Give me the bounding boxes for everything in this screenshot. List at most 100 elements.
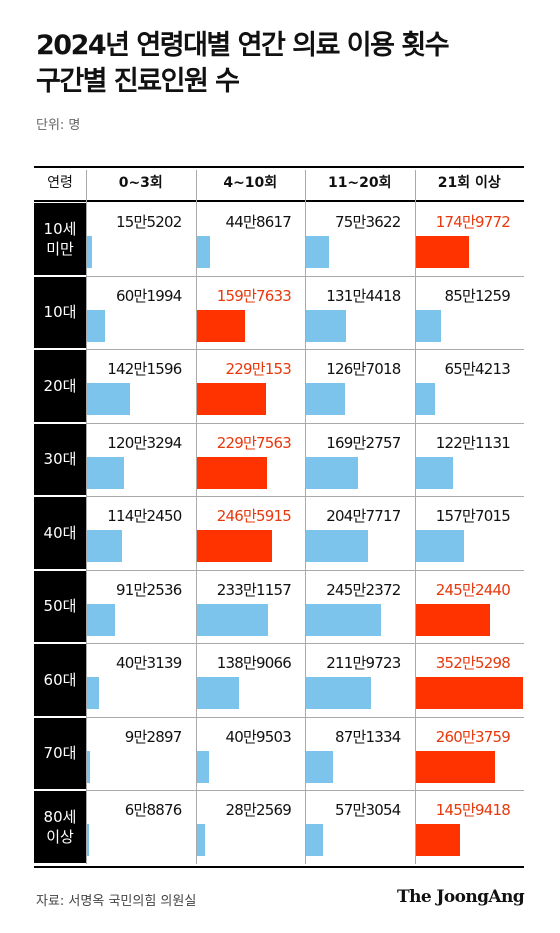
- value-bar: [196, 530, 272, 562]
- cell-value: 28만2569: [225, 801, 292, 819]
- cell-value: 174만9772: [435, 213, 511, 231]
- value-bar: [415, 677, 523, 709]
- cell-value: 229만153: [225, 360, 292, 378]
- column-divider: [414, 170, 416, 864]
- value-bar: [196, 383, 267, 415]
- value-bar: [196, 236, 211, 268]
- age-label: 80세 이상: [34, 791, 86, 863]
- cell-value: 352만5298: [435, 654, 511, 672]
- cell-value: 15만5202: [116, 213, 182, 231]
- publisher-logo: The JoongAng: [397, 887, 525, 907]
- value-bar: [196, 309, 246, 342]
- value-bar: [87, 750, 90, 783]
- row-divider: [86, 422, 524, 424]
- value-bar: [196, 603, 268, 636]
- age-label: 40대: [34, 497, 86, 569]
- value-bar: [415, 383, 436, 415]
- value-bar: [87, 677, 100, 709]
- value-bar: [306, 309, 347, 342]
- row-divider: [86, 496, 524, 497]
- value-bar: [87, 456, 124, 489]
- cell-value: 57만3054: [335, 801, 401, 819]
- value-bar: [306, 824, 324, 856]
- top-rule: [34, 166, 524, 168]
- value-bar: [196, 824, 206, 856]
- value-bar: [196, 677, 239, 709]
- row-divider: [86, 716, 524, 718]
- value-bar: [87, 603, 115, 636]
- cell-value: 159만7633: [216, 286, 292, 305]
- cell-value: 85만1259: [444, 286, 511, 305]
- value-bar: [87, 824, 90, 856]
- value-bar: [306, 677, 371, 709]
- row-divider: [86, 275, 524, 277]
- value-bar: [87, 530, 122, 562]
- age-label: 20대: [34, 350, 86, 422]
- column-header: 21회 이상: [437, 175, 501, 191]
- cell-value: 126만7018: [326, 360, 401, 378]
- cell-value: 142만1596: [107, 360, 182, 378]
- column-divider: [86, 170, 87, 864]
- age-label: 10세 미만: [34, 203, 86, 275]
- value-bar: [306, 456, 358, 489]
- cell-value: 60만1994: [116, 286, 182, 305]
- value-bar: [87, 236, 92, 268]
- bottom-rule: [34, 865, 524, 868]
- age-label: 70대: [34, 717, 86, 789]
- cell-value: 229만7563: [216, 433, 292, 452]
- cell-value: 145만9418: [435, 801, 511, 819]
- cell-value: 204만7717: [326, 507, 401, 525]
- value-bar: [415, 236, 469, 268]
- column-header: 4~10회: [223, 175, 278, 191]
- source-note: 자료: 서명옥 국민의힘 의원실: [36, 894, 197, 909]
- column-header: 0~3회: [118, 175, 163, 191]
- cell-value: 260만3759: [435, 727, 511, 746]
- cell-value: 157만7015: [435, 507, 511, 525]
- title-line-1: 2024년 연령대별 연간 의료 이용 횟수: [36, 30, 450, 61]
- age-label: 10대: [34, 276, 86, 348]
- value-bar: [415, 456, 453, 489]
- unit-label: 단위: 명: [36, 118, 81, 133]
- cell-value: 75만3622: [335, 213, 401, 231]
- row-divider: [86, 349, 524, 350]
- cell-value: 138만9066: [216, 654, 292, 672]
- header-age: 연령: [47, 175, 73, 191]
- chart-title: 2024년 연령대별 연간 의료 이용 횟수 구간별 진료인원 수: [36, 28, 536, 100]
- cell-value: 6만8876: [124, 801, 183, 819]
- value-bar: [306, 236, 329, 268]
- value-bar: [306, 603, 381, 636]
- data-table: 연령 0~3회 4~10회 11~20회 21회 이상 10세 미만 15만5202 44만8…: [34, 166, 524, 868]
- value-bar: [196, 750, 209, 783]
- cell-value: 122만1131: [435, 433, 511, 452]
- value-bar: [87, 309, 106, 342]
- value-bar: [87, 383, 131, 415]
- cell-value: 246만5915: [216, 507, 292, 525]
- title-line-2: 구간별 진료인원 수: [36, 66, 240, 97]
- value-bar: [306, 750, 333, 783]
- value-bar: [415, 309, 442, 342]
- cell-value: 245만2372: [326, 580, 401, 599]
- cell-value: 131만4418: [326, 286, 401, 305]
- value-bar: [415, 603, 491, 636]
- cell-value: 91만2536: [116, 580, 182, 599]
- cell-value: 114만2450: [107, 507, 182, 525]
- cell-value: 40만3139: [116, 654, 182, 672]
- age-label: 60대: [34, 644, 86, 716]
- row-divider: [86, 643, 524, 644]
- row-divider: [86, 790, 524, 791]
- column-header: 11~20회: [327, 175, 392, 191]
- cell-value: 233만1157: [216, 580, 292, 599]
- cell-value: 65만4213: [444, 360, 511, 378]
- cell-value: 87만1334: [335, 727, 401, 746]
- value-bar: [306, 530, 369, 562]
- cell-value: 44만8617: [225, 213, 292, 231]
- cell-value: 245만2440: [435, 580, 511, 599]
- age-label: 30대: [34, 423, 86, 495]
- value-bar: [306, 383, 345, 415]
- value-bar: [415, 824, 460, 856]
- cell-value: 9만2897: [124, 727, 183, 746]
- age-label: 50대: [34, 570, 86, 642]
- column-divider: [195, 170, 197, 864]
- value-bar: [196, 456, 267, 489]
- value-bar: [415, 750, 495, 783]
